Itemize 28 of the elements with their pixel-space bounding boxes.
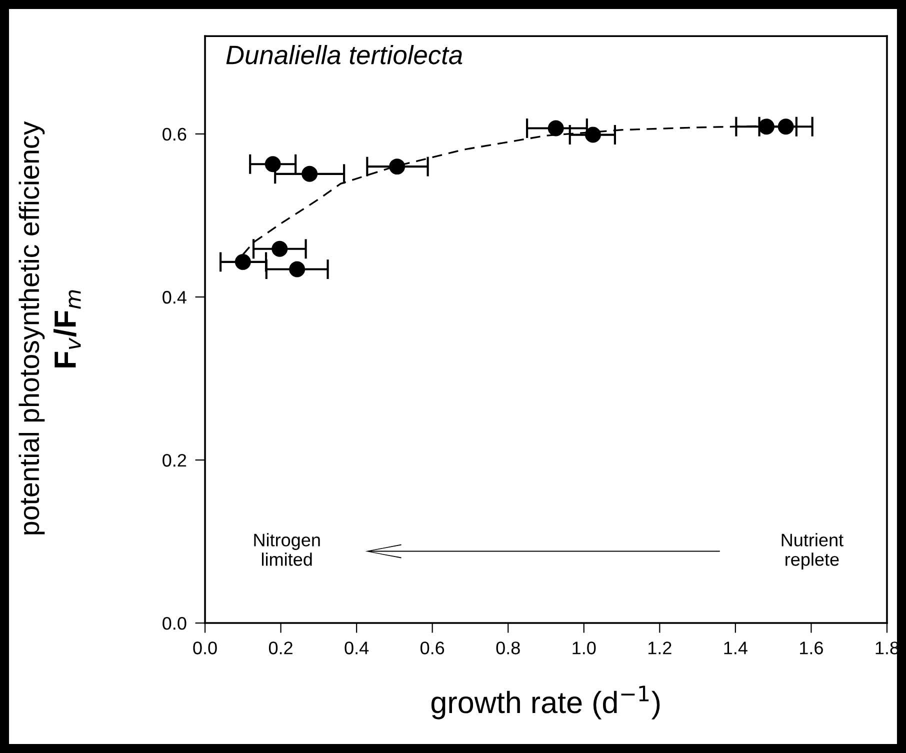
x-tick-label: 1.6 (800, 642, 823, 654)
point (264, 156, 281, 172)
x-tick-label: 1.4 (724, 642, 748, 654)
point (234, 254, 251, 270)
y-tick-label: 0.2 (162, 454, 186, 467)
point (389, 158, 406, 175)
point (302, 166, 318, 182)
annotation: Nutrient replete (782, 533, 844, 570)
x-tick-label: 1.2 (648, 642, 672, 654)
x-axis-title: growth rate (d$^{−1}$) (431, 686, 660, 720)
x-tick-label: 0.8 (496, 642, 520, 654)
point (758, 118, 774, 135)
point (585, 126, 601, 143)
x-tick-label: 0.0 (193, 642, 217, 654)
y-tick-label: 0.6 (162, 128, 186, 141)
x-tick-label: 1.0 (572, 642, 596, 654)
y-tick-label: 0.4 (162, 290, 186, 304)
annotation: Nitrogen limited (254, 533, 320, 566)
point (548, 120, 564, 136)
y-tick-label: 0.0 (162, 616, 186, 630)
point (778, 118, 794, 135)
chart-title: Dunaliella tertiolecta (226, 44, 462, 64)
x-tick-label: 0.6 (420, 642, 444, 654)
x-tick-label: 0.2 (268, 642, 292, 654)
point (272, 240, 288, 257)
point (289, 261, 306, 278)
x-tick-label: 0.4 (344, 642, 369, 654)
y-axis-title: potential photosynthetic efficiency F$_{v}$/F$_{m}$ (18, 121, 81, 534)
